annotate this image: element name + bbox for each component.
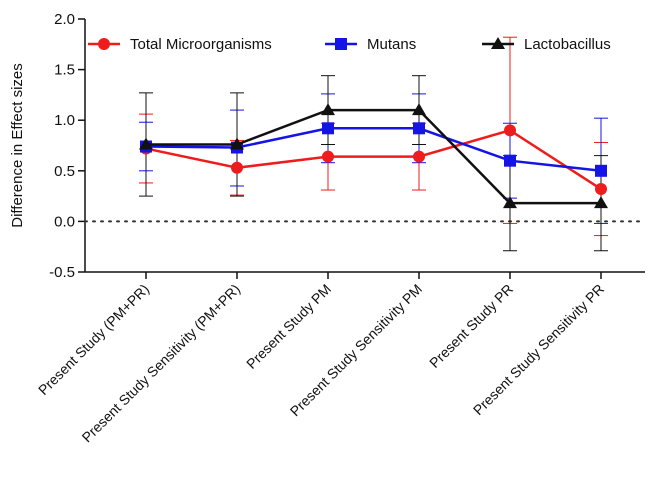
data-point-circle: [413, 150, 425, 163]
series-triangle: [139, 103, 608, 209]
data-point-circle: [98, 38, 110, 50]
series-layer: [139, 36, 608, 252]
x-tick-label: Present Study PM: [243, 281, 334, 372]
data-point-triangle: [412, 103, 426, 116]
data-point-triangle: [503, 196, 517, 209]
data-point-circle: [595, 183, 607, 196]
data-point-triangle: [491, 37, 505, 49]
error-bars-circle: [139, 36, 608, 237]
data-point-square: [322, 122, 334, 135]
legend-item: Lactobacillus: [482, 36, 611, 53]
x-tick-label: Present Study Sensitivity (PM+PR): [79, 281, 244, 446]
y-tick-label: -0.5: [49, 264, 75, 281]
y-tick-label: 1.0: [54, 112, 75, 129]
y-tick-label: 0.5: [54, 163, 75, 180]
data-point-square: [504, 154, 516, 167]
series-circle: [140, 124, 607, 196]
y-tick-label: 1.5: [54, 62, 75, 79]
data-point-triangle: [230, 137, 244, 150]
data-point-triangle: [139, 137, 153, 150]
series-line: [145, 127, 602, 173]
legend-label: Lactobacillus: [524, 36, 611, 53]
legend-label: Mutans: [367, 36, 416, 53]
data-point-circle: [322, 150, 334, 163]
data-point-triangle: [594, 196, 608, 209]
data-point-triangle: [321, 103, 335, 116]
legend-item: Total Microorganisms: [88, 36, 272, 53]
y-axis-title: Difference in Effect sizes: [9, 63, 26, 228]
legend-label: Total Microorganisms: [130, 36, 272, 53]
series-line: [146, 108, 601, 205]
data-point-square: [595, 164, 607, 177]
x-tick-label: Present Study PR: [426, 281, 516, 371]
data-point-circle: [231, 161, 243, 174]
series-line: [145, 128, 602, 191]
legend: Total Microorganisms Mutans Lactobacillus: [88, 36, 611, 53]
data-point-circle: [504, 124, 516, 137]
legend-item: Mutans: [325, 36, 416, 53]
data-point-square: [335, 38, 347, 50]
data-point-square: [413, 122, 425, 135]
y-tick-label: 0.0: [54, 213, 75, 230]
y-tick-label: 2.0: [54, 11, 75, 28]
series-square: [140, 122, 607, 177]
